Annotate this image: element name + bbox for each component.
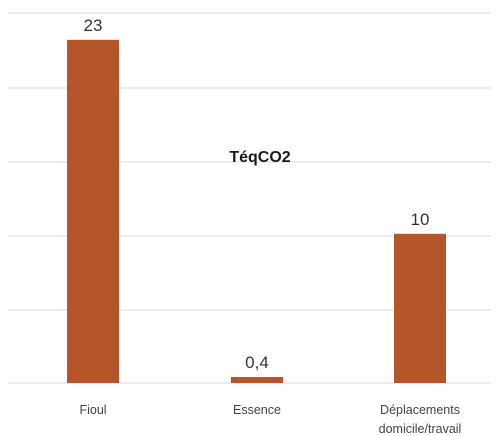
x-tick-label-2-line-0: Déplacements: [380, 403, 460, 417]
bar-0: [67, 39, 119, 384]
bars: [67, 39, 446, 384]
x-tick-label-0: Fioul: [79, 403, 106, 417]
bar-2: [394, 233, 446, 383]
data-label-1: 0,4: [245, 353, 269, 372]
chart-title: TéqCO2: [229, 149, 290, 166]
data-label-0: 23: [84, 16, 103, 35]
data-label-2: 10: [411, 210, 430, 229]
x-tick-label-1: Essence: [233, 403, 281, 417]
data-labels: 23 0,4 10: [84, 16, 430, 372]
x-axis-tick-labels: Fioul Essence Déplacements domicile/travail: [79, 403, 461, 436]
bar-1: [231, 377, 283, 383]
x-tick-label-2-line-1: domicile/travail: [379, 422, 462, 436]
